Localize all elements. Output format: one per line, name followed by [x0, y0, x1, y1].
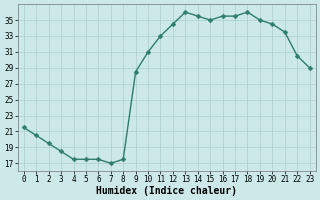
X-axis label: Humidex (Indice chaleur): Humidex (Indice chaleur): [96, 186, 237, 196]
